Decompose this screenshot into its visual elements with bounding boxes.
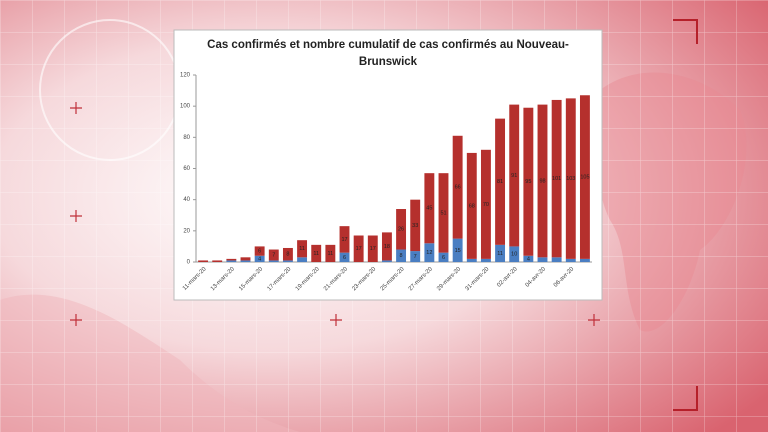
- data-label: 7: [414, 254, 417, 260]
- data-label: 103: [566, 176, 575, 182]
- data-label: 4: [527, 256, 530, 262]
- bar-segment: [495, 118, 506, 245]
- data-label: 17: [356, 246, 362, 252]
- bar-segment: [579, 258, 590, 262]
- bar-segment: [551, 99, 562, 258]
- y-tick-label: 60: [183, 166, 190, 172]
- bar-segment: [565, 98, 576, 259]
- bar-segment: [254, 246, 265, 256]
- data-label: 15: [455, 248, 461, 254]
- data-label: 7: [272, 252, 275, 258]
- bar-segment: [268, 260, 279, 262]
- data-label: 91: [511, 173, 517, 179]
- bar-segment: [226, 258, 237, 261]
- bar-segment: [410, 251, 421, 262]
- bar-segment: [480, 258, 491, 262]
- bar-segment: [367, 235, 378, 262]
- data-label: 51: [440, 210, 446, 216]
- bar-segment: [509, 104, 520, 247]
- bar-segment: [424, 243, 435, 262]
- bar-segment: [396, 249, 407, 262]
- y-tick-label: 80: [183, 135, 190, 141]
- data-label: 98: [539, 178, 545, 184]
- data-label: 70: [483, 202, 489, 208]
- bar-segment: [282, 260, 293, 262]
- bar-segment: [240, 260, 251, 262]
- bar-segment: [438, 173, 449, 253]
- bar-segment: [523, 255, 534, 262]
- data-label: 6: [442, 255, 445, 261]
- bar-segment: [579, 95, 590, 259]
- bar-segment: [452, 238, 463, 262]
- bar-segment: [311, 244, 322, 262]
- data-label: 8: [400, 253, 403, 259]
- y-tick-label: 100: [180, 104, 191, 110]
- bar-segment: [381, 260, 392, 262]
- data-label: 11: [327, 251, 333, 257]
- bar-segment: [240, 257, 251, 261]
- bar-segment: [466, 258, 477, 262]
- y-tick-label: 20: [183, 228, 190, 234]
- bar-segment: [268, 249, 279, 261]
- y-tick-label: 0: [187, 260, 191, 266]
- data-label: 26: [398, 227, 404, 233]
- data-label: 10: [511, 252, 517, 258]
- bar-segment: [551, 257, 562, 262]
- corner-bracket: [673, 386, 698, 411]
- data-label: 45: [426, 206, 432, 212]
- bar-segment: [381, 232, 392, 261]
- bar-segment: [452, 135, 463, 239]
- data-label: 4: [258, 256, 261, 262]
- bar-segment: [480, 149, 491, 259]
- data-label: 11: [313, 251, 319, 257]
- crosshair: [70, 102, 600, 326]
- data-label: 6: [343, 255, 346, 261]
- data-label: 17: [341, 237, 347, 243]
- data-label: 95: [525, 179, 531, 185]
- data-label: 81: [497, 179, 503, 185]
- bar-segment: [424, 173, 435, 244]
- bar-segment: [495, 244, 506, 262]
- chart-title: Cas confirmés et nombre cumulatif de cas…: [207, 39, 569, 68]
- data-label: 17: [370, 246, 376, 252]
- bar-segment: [212, 260, 223, 262]
- bar-segment: [537, 104, 548, 258]
- data-label: 8: [286, 252, 289, 258]
- bar-segment: [198, 260, 209, 262]
- bar-segment: [297, 257, 308, 262]
- bar-segment: [226, 260, 237, 262]
- bar-segment: [438, 252, 449, 262]
- bar-segment: [523, 107, 534, 256]
- data-label: 11: [299, 246, 305, 252]
- bar-segment: [325, 244, 336, 262]
- bar-segment: [410, 199, 421, 252]
- bar-segment: [353, 235, 364, 262]
- bar-segment: [565, 258, 576, 262]
- data-label: 105: [580, 175, 589, 181]
- bar-segment: [339, 252, 350, 262]
- data-label: 68: [469, 203, 475, 209]
- bar-segment: [509, 246, 520, 262]
- data-label: 11: [497, 251, 503, 257]
- bar-segment: [339, 226, 350, 253]
- data-label: 12: [426, 250, 432, 256]
- y-tick-label: 40: [183, 197, 190, 203]
- bar-segment: [396, 209, 407, 250]
- y-tick-label: 120: [180, 73, 191, 79]
- bar-segment: [537, 257, 548, 262]
- bar-segment: [282, 247, 293, 261]
- data-label: 101: [552, 176, 561, 182]
- corner-bracket: [673, 19, 698, 44]
- bar-segment: [466, 152, 477, 259]
- bar-segment: [297, 240, 308, 258]
- data-label: 33: [412, 223, 418, 229]
- bar-segment: [254, 255, 265, 262]
- data-label: 18: [384, 244, 390, 250]
- data-label: 6: [258, 249, 261, 255]
- data-label: 66: [455, 185, 461, 191]
